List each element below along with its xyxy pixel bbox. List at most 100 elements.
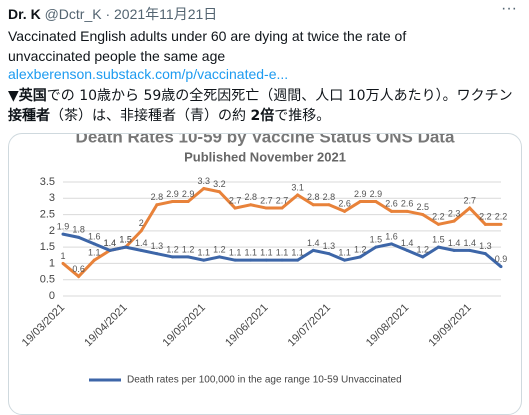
data-label: 1.1 (276, 248, 289, 258)
data-point (436, 222, 440, 226)
data-label: 1.4 (104, 238, 117, 248)
data-label: 3.1 (291, 182, 304, 192)
y-tick-label: 2 (49, 225, 55, 237)
data-label: 2.9 (166, 189, 179, 199)
text-segment: （茶）は、非接種者（青）の約 (50, 108, 251, 124)
data-point (249, 258, 253, 262)
data-point (186, 200, 190, 204)
x-tick-label: 19/07/2021 (286, 302, 333, 349)
y-tick-label: 2.5 (40, 208, 55, 220)
y-tick-label: 0.5 (40, 274, 55, 286)
data-point (390, 242, 393, 246)
data-point (202, 187, 206, 191)
data-point (233, 206, 237, 210)
y-tick-label: 3.5 (40, 176, 55, 188)
data-point (436, 245, 440, 249)
data-label: 1.4 (104, 238, 117, 248)
x-tick-label: 19/09/2021 (426, 302, 473, 349)
data-label: 1.2 (354, 244, 367, 254)
data-label: 2.5 (417, 202, 430, 212)
tweet-text: Vaccinated English adults under 60 are d… (8, 28, 407, 64)
text-segment: 接種者 (8, 108, 50, 124)
data-point (483, 222, 487, 226)
data-label: 2.2 (432, 212, 445, 222)
data-point (264, 258, 268, 262)
data-point (124, 245, 128, 249)
data-label: 1.9 (57, 221, 70, 231)
data-point (296, 258, 300, 262)
data-point (421, 213, 425, 217)
y-tick-label: 1.5 (40, 241, 55, 253)
data-label: 1.3 (151, 241, 164, 251)
data-label: 2.8 (307, 192, 320, 202)
data-point (61, 232, 65, 236)
data-label: 2.9 (354, 189, 367, 199)
data-label: 1.4 (401, 238, 414, 248)
data-point (171, 255, 174, 259)
tweet-japanese: ▼英国での 10歳から 59歳の全死因死亡（週間、人口 10万人あたり）。ワクチ… (8, 86, 520, 126)
data-point (202, 258, 206, 262)
data-label: 2.9 (370, 189, 383, 199)
data-point (468, 206, 472, 210)
data-label: 2.6 (385, 199, 398, 209)
data-point (108, 248, 112, 252)
data-point (327, 252, 331, 256)
data-label: 2.7 (463, 195, 476, 205)
data-label: 1.3 (479, 241, 492, 251)
data-point (233, 258, 237, 262)
chart-title: Death Rates 10-59 by Vaccine Status ONS … (76, 134, 455, 146)
x-tick-label: 19/06/2021 (223, 302, 270, 349)
data-point (92, 242, 96, 246)
data-point (390, 209, 393, 213)
data-label: 1.2 (182, 244, 195, 254)
data-point (155, 252, 159, 256)
data-point (483, 252, 487, 256)
data-label: 0.9 (495, 254, 508, 264)
data-label: 1.1 (260, 248, 273, 258)
data-label: 3.2 (213, 179, 226, 189)
chart-subtitle: Published November 2021 (184, 149, 346, 164)
data-label: 1.1 (229, 248, 242, 258)
text-segment: ▼英国 (8, 88, 47, 104)
data-label: 1.3 (323, 241, 336, 251)
data-point (311, 203, 315, 207)
data-point (499, 265, 503, 269)
data-label: 1.4 (448, 238, 461, 248)
data-label: 1.5 (119, 235, 132, 245)
data-label: 1.6 (88, 231, 101, 241)
author-handle[interactable]: @Dctr_K (44, 6, 102, 22)
data-point (374, 245, 378, 249)
data-label: 1.8 (72, 225, 85, 235)
data-point (171, 200, 174, 204)
data-label: 2.8 (323, 192, 336, 202)
data-label: 1.1 (338, 248, 351, 258)
y-tick-label: 3 (49, 192, 55, 204)
tweet-header: Dr. K @Dctr_K · 2021年11月21日 (8, 4, 217, 24)
chart-image[interactable]: Death Rates 10-59 by Vaccine Status ONS … (8, 133, 522, 415)
more-menu[interactable]: ··· (501, 0, 517, 17)
y-tick-label: 0 (49, 290, 55, 302)
text-segment: 2倍 (250, 108, 275, 124)
x-tick-label: 19/03/2021 (20, 302, 67, 349)
data-label: 2.9 (182, 189, 195, 199)
data-point (311, 248, 315, 252)
data-label: 0.6 (72, 264, 85, 274)
data-label: 1.4 (463, 238, 476, 248)
data-label: 1.5 (119, 235, 132, 245)
data-point (155, 203, 159, 207)
data-label: 3.3 (198, 176, 211, 186)
data-point (280, 258, 284, 262)
data-point (139, 248, 143, 252)
author-name[interactable]: Dr. K (8, 6, 41, 22)
data-label: 1.1 (244, 248, 257, 258)
data-point (343, 258, 347, 262)
data-label: 1.6 (385, 231, 398, 241)
data-point (217, 255, 221, 259)
data-label: 2.8 (151, 192, 164, 202)
tweet-date[interactable]: · 2021年11月21日 (105, 6, 218, 22)
data-point (421, 255, 425, 259)
data-point (217, 190, 221, 194)
data-label: 2.7 (276, 195, 289, 205)
tweet-link[interactable]: alexberenson.substack.com/p/vaccinated-e… (8, 66, 289, 82)
data-point (280, 206, 284, 210)
